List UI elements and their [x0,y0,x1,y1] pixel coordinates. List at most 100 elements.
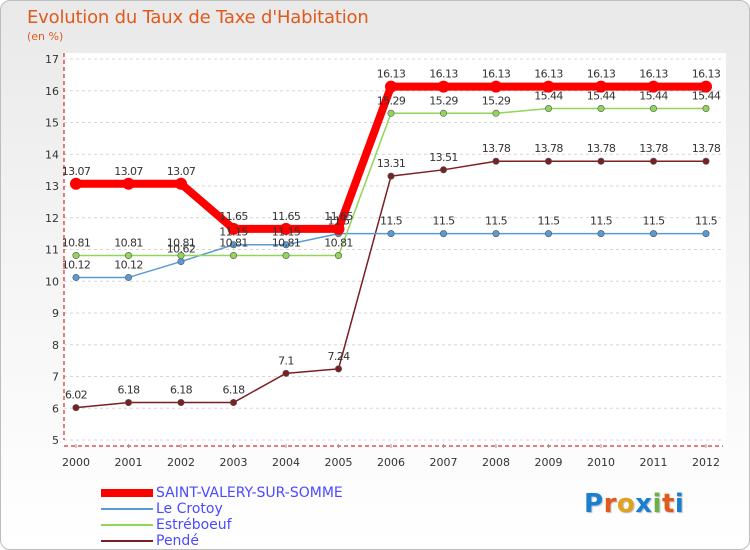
data-label: 15.44 [639,90,668,103]
x-tick-label: 2004 [272,456,300,469]
data-point [702,230,710,238]
data-label: 13.51 [429,151,458,164]
data-point [492,157,500,165]
legend-label: SAINT-VALERY-SUR-SOMME [156,485,343,501]
chart-title: Evolution du Taux de Taxe d'Habitation [27,7,369,28]
data-label: 15.44 [692,90,721,103]
data-point [492,109,500,117]
data-label: 13.78 [482,142,511,155]
data-label: 11.65 [219,210,248,223]
data-point [177,399,185,407]
data-point [702,157,710,165]
data-point [387,109,395,117]
data-label: 11.65 [324,210,353,223]
data-label: 10.12 [62,258,91,271]
data-point [282,241,290,249]
data-label: 11.5 [485,215,508,228]
data-point [544,105,552,113]
data-label: 7.24 [327,350,350,363]
legend-swatch [101,489,153,497]
data-point [702,105,710,113]
data-point [597,230,605,238]
data-point [280,222,292,235]
data-point [332,222,345,235]
data-point [72,273,80,281]
data-point [700,80,712,93]
x-tick-label: 2010 [587,456,615,469]
data-label: 10.81 [114,237,143,250]
proxiti-logo: Proxiti [584,489,685,519]
x-tick-label: 2012 [692,456,720,469]
data-point [227,222,240,235]
legend-swatch [101,524,153,526]
data-point [122,177,135,190]
x-tick-label: 2003 [220,456,248,469]
data-point [282,369,290,377]
data-point [597,105,605,113]
data-point [175,177,187,190]
data-point [542,80,555,93]
data-label: 10.62 [167,243,196,256]
data-label: 6.18 [117,384,140,397]
legend-swatch [101,508,153,510]
x-tick-label: 2011 [640,456,668,469]
data-point [647,80,660,93]
data-label: 6.18 [222,384,245,397]
data-point [439,109,447,117]
data-label: 13.31 [377,157,406,170]
legend-label: Le Crotoy [156,501,223,517]
y-tick-label: 12 [45,212,59,225]
data-point [595,80,607,93]
data-label: 16.13 [482,68,511,81]
data-label: 15.44 [587,90,616,103]
data-label: 11.5 [380,215,403,228]
data-point [125,273,133,281]
y-tick-label: 15 [45,117,59,130]
y-tick-label: 10 [45,275,59,288]
data-label: 10.81 [219,237,248,250]
data-point [70,177,82,190]
data-point [334,252,342,260]
data-label: 13.07 [62,165,91,178]
data-point [649,105,657,113]
data-label: 6.18 [170,384,193,397]
data-label: 10.81 [167,237,196,250]
data-label: 15.29 [377,94,406,107]
data-label: 16.13 [639,68,668,81]
data-label: 16.13 [587,68,616,81]
data-point [437,80,450,93]
data-point [544,157,552,165]
data-label: 11.5 [695,215,718,228]
data-point [597,157,605,165]
x-tick-label: 2009 [535,456,563,469]
data-label: 13.07 [114,165,143,178]
y-tick-label: 5 [52,434,59,447]
x-tick-label: 2002 [167,456,195,469]
data-label: 13.78 [587,142,616,155]
data-label: 13.78 [692,142,721,155]
data-label: 16.13 [534,68,563,81]
data-point [177,252,185,260]
data-label: 15.29 [482,94,511,107]
data-label: 15.44 [534,90,563,103]
chart-unit-label: (en %) [27,30,64,43]
data-point [492,230,500,238]
x-tick-label: 2008 [482,456,510,469]
legend-label: Estréboeuf [156,517,232,533]
data-label: 11.65 [272,210,301,223]
data-point [230,241,238,249]
data-point [282,252,290,260]
data-label: 10.81 [272,237,301,250]
x-tick-label: 2005 [325,456,353,469]
y-tick-label: 8 [52,339,59,352]
data-point [334,365,342,373]
data-label: 16.13 [692,68,721,81]
data-label: 10.12 [114,258,143,271]
y-tick-label: 6 [52,402,59,415]
data-point [177,258,185,266]
y-tick-label: 16 [45,85,59,98]
legend-swatch [101,540,153,542]
data-label: 11.5 [537,215,560,228]
y-tick-label: 17 [45,53,59,66]
